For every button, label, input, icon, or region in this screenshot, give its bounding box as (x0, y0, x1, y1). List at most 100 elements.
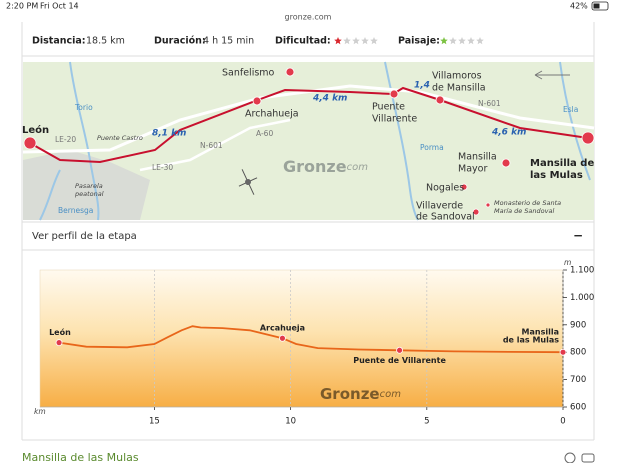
stat-value: 18.5 km (86, 36, 125, 47)
star (467, 37, 475, 45)
star (440, 37, 448, 45)
watermark: Gronzecom (283, 157, 368, 176)
place-marker (23, 136, 37, 150)
star (370, 37, 378, 45)
place-marker (472, 208, 480, 216)
stop-marker (396, 346, 403, 354)
place-marker (485, 202, 491, 208)
y-tick-label: 900 (570, 320, 586, 330)
stat-label: Distancia: (32, 36, 86, 47)
place-marker (435, 95, 445, 105)
y-unit: m (564, 258, 571, 267)
y-tick-label: 700 (570, 375, 586, 385)
watermark-suffix: com (380, 389, 402, 400)
star (458, 37, 466, 45)
stop-marker (55, 339, 63, 347)
status-date: Fri Oct 14 (40, 2, 79, 11)
direction-arrow (534, 70, 570, 80)
elevation-profile: m km 1.100 1.000 900 800 700 600 15 10 5 0 León Arcah… (34, 258, 594, 427)
map-label: León (22, 124, 49, 136)
map[interactable]: León LE-20 Torio Puente Castro 8,1 km Pasarel… (22, 61, 595, 223)
landscape-stars (440, 37, 484, 45)
map-label: Nogales (426, 183, 464, 194)
status-battery: 42% (570, 2, 588, 11)
bus-icon[interactable] (581, 453, 595, 463)
star (334, 37, 342, 45)
river (69, 61, 100, 221)
collapse-toggle[interactable]: − (573, 229, 583, 243)
stop-marker (279, 334, 286, 342)
map-label: Puente (372, 102, 405, 113)
battery-icon (591, 1, 609, 11)
map-label: de Mansilla (432, 83, 486, 94)
difficulty-stars (334, 37, 378, 45)
place-marker (501, 158, 511, 168)
map-label: peatonal (74, 190, 104, 198)
stop-label: Puente de Villarente (353, 356, 446, 365)
globe-icon[interactable] (564, 452, 576, 463)
url[interactable]: gronze.com (285, 13, 332, 22)
map-label: María de Sandoval (494, 207, 554, 215)
map-label: Esla (563, 105, 578, 114)
x-tick-label: 0 (560, 417, 565, 427)
map-label: N-601 (478, 99, 501, 108)
stat-label: Duración: (154, 36, 206, 47)
y-tick-label: 800 (570, 348, 586, 358)
map-label: Bernesga (58, 206, 93, 215)
map-label: Villarente (372, 114, 417, 125)
map-label: 8,1 km (152, 129, 186, 139)
map-label: Monasterio de Santa (494, 199, 561, 207)
river (39, 169, 61, 221)
map-label: 4,6 km (491, 128, 526, 138)
map-label: 1,4 (414, 81, 430, 91)
star (352, 37, 360, 45)
map-label: 4,4 km (312, 94, 347, 104)
map-label: Villamoros (432, 71, 482, 82)
battery-level (593, 3, 600, 9)
next-stage-link[interactable]: Mansilla de las Mulas (22, 451, 139, 463)
watermark: Gronzecom (320, 385, 401, 403)
place-marker (252, 96, 262, 106)
map-label: Archahueja (245, 109, 299, 120)
map-label: las Mulas (530, 170, 583, 181)
compass (238, 169, 258, 195)
star (361, 37, 369, 45)
star (343, 37, 351, 45)
stop-label: de las Mulas (503, 336, 559, 345)
place-marker (389, 89, 399, 99)
plot-background (39, 269, 564, 408)
x-tick-label: 10 (285, 417, 296, 427)
map-label: de Sandoval (416, 212, 475, 223)
urban-area (23, 150, 150, 220)
star (476, 37, 484, 45)
stop-label: Arcahueja (260, 324, 305, 333)
stat-label: Paisaje: (398, 36, 440, 47)
road (139, 118, 291, 172)
map-label: LE-30 (152, 163, 173, 172)
map-label: Mansilla de (530, 158, 594, 169)
place-marker (460, 183, 468, 191)
map-markers (23, 67, 595, 216)
y-tick-label: 1.000 (570, 293, 594, 303)
y-tick-label: 1.100 (570, 266, 594, 276)
y-tick-label: 600 (570, 403, 586, 413)
map-label: N-601 (200, 141, 223, 150)
section-title[interactable]: Ver perfil de la etapa (32, 231, 137, 242)
stop-marker (559, 348, 567, 356)
map-label: Villaverde (416, 201, 463, 212)
map-label: Torio (74, 103, 93, 112)
x-tick-label: 15 (149, 417, 160, 427)
watermark-main: Gronze (320, 385, 380, 403)
map-label: A-60 (256, 129, 273, 138)
road (22, 84, 595, 154)
watermark-suffix: com (347, 162, 369, 173)
stop-label: León (49, 327, 71, 337)
elevation-line (58, 325, 564, 354)
watermark-main: Gronze (283, 157, 347, 176)
map-label: Mansilla (458, 152, 497, 163)
stat-label: Dificultad: (275, 36, 331, 47)
place-marker (581, 131, 595, 145)
map-label: Pasarela (75, 182, 103, 190)
